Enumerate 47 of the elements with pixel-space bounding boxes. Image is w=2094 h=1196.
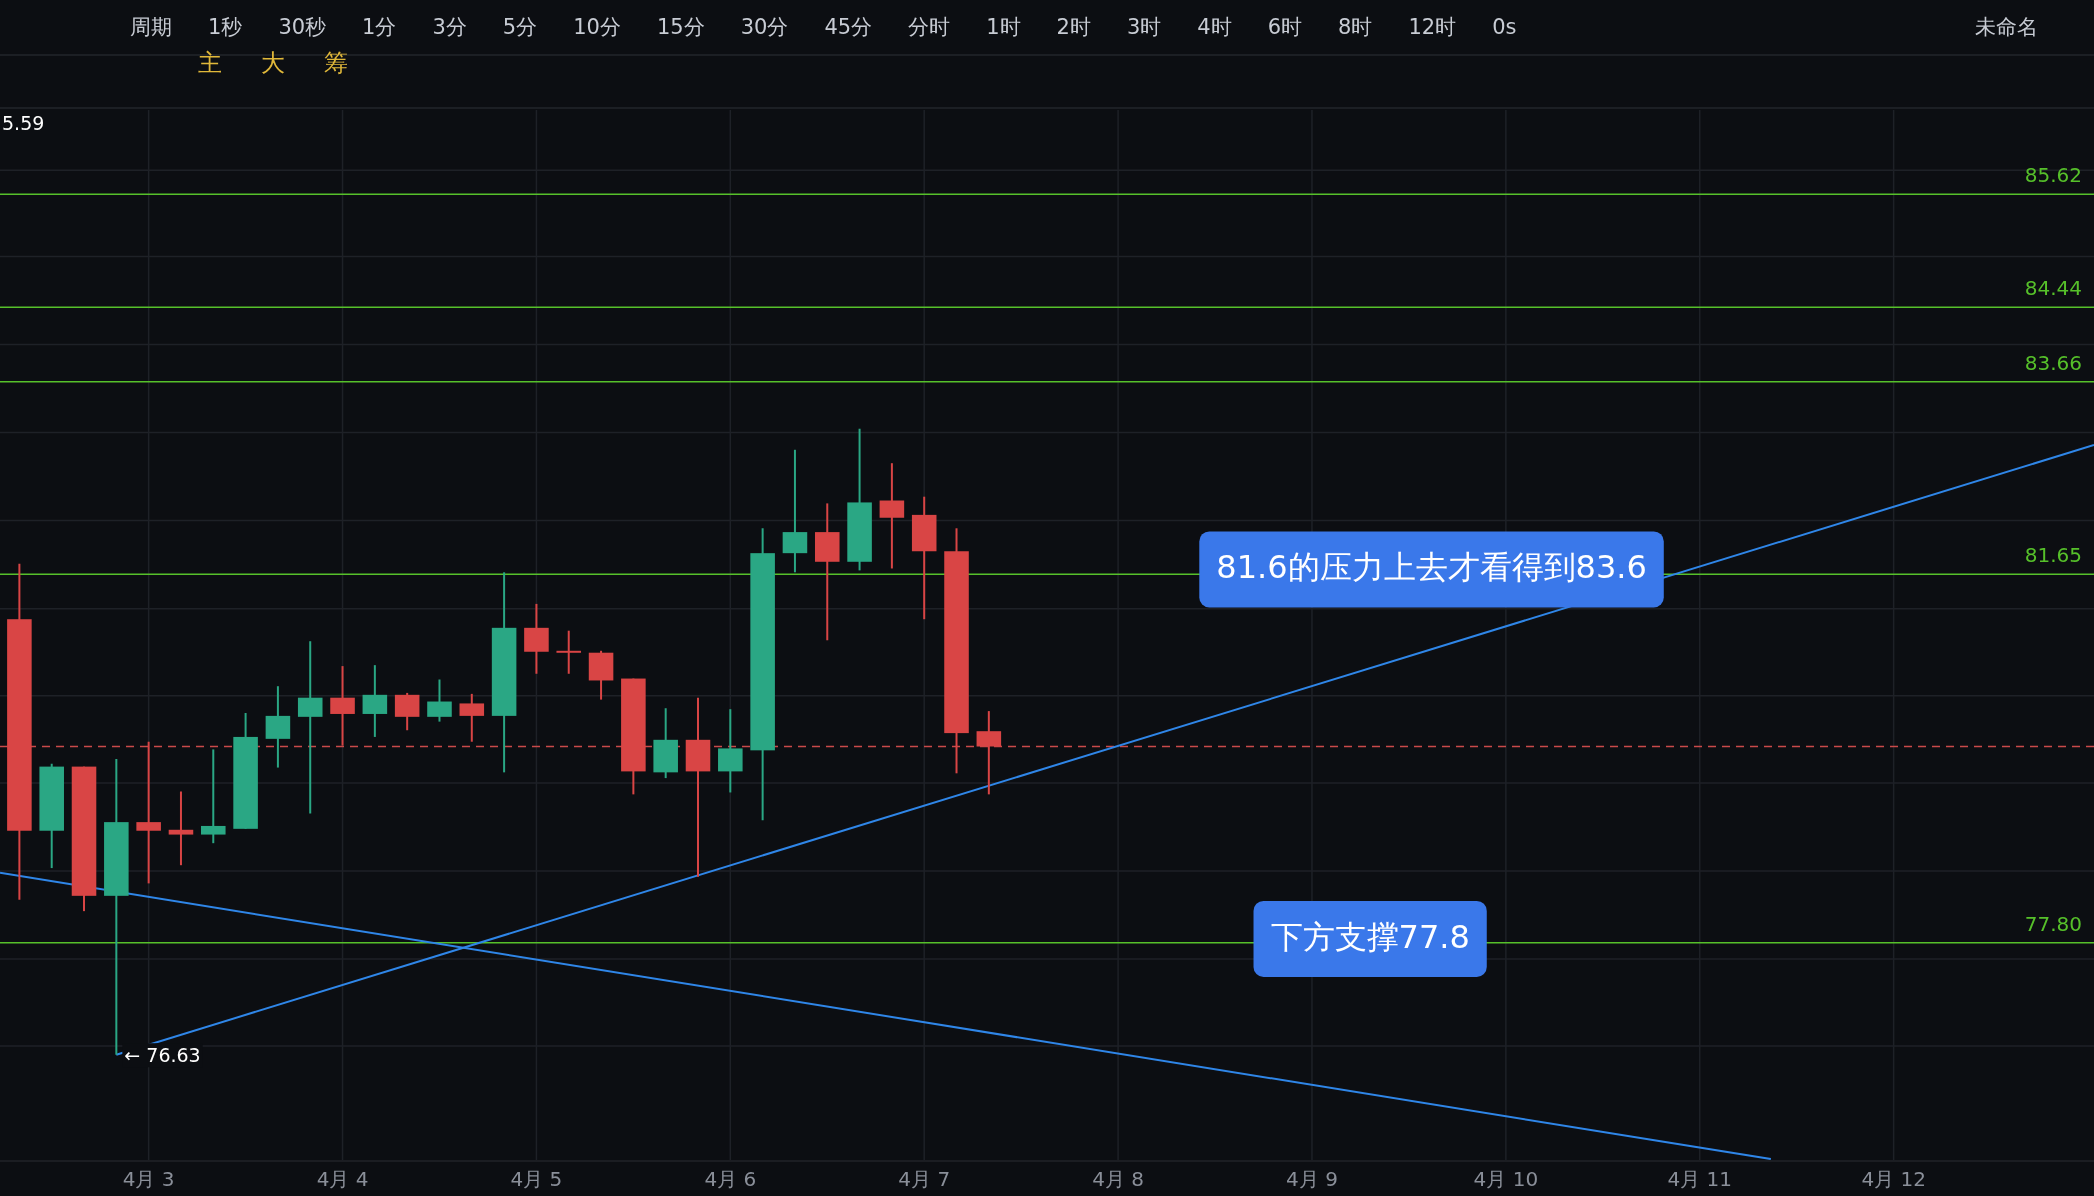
candlestick (168, 790, 194, 867)
ref-line-label: 83.66 (2024, 350, 2082, 375)
text: 30分 (740, 15, 789, 39)
annotation: 81.6的压力上去才看得到83.6 (1216, 548, 1647, 587)
text: 大 (261, 49, 285, 77)
ref-line-label: 85.62 (2024, 163, 2082, 188)
x-tick-label: 4月 3 (122, 1167, 175, 1191)
x-tick-label: 4月 7 (898, 1167, 951, 1191)
text: 1秒 (208, 15, 243, 39)
x-tick-label: 4月 12 (1861, 1167, 1926, 1191)
candlestick (201, 748, 226, 845)
text: 3时 (1126, 15, 1162, 39)
text: 1分 (362, 15, 397, 39)
text: 12时 (1408, 15, 1457, 39)
annotation: ← 76.63 (124, 1044, 201, 1067)
x-tick-label: 4月 5 (510, 1167, 563, 1191)
text: 0s (1492, 15, 1517, 39)
candlestick (556, 629, 582, 675)
text: 3分 (432, 15, 467, 39)
text: 30秒 (278, 15, 327, 39)
x-tick-label: 4月 8 (1092, 1167, 1144, 1191)
annotation: 下方支撑77.8 (1270, 917, 1470, 956)
text: 10分 (573, 15, 621, 39)
x-tick-label: 4月 11 (1667, 1167, 1733, 1191)
text: 15分 (656, 15, 705, 39)
x-tick-label: 4月 4 (316, 1167, 369, 1191)
text: 周期 (130, 15, 172, 39)
text: 6时 (1267, 15, 1303, 39)
text: 45分 (824, 15, 873, 39)
candlestick (136, 740, 161, 885)
x-tick-label: 4月 9 (1286, 1167, 1338, 1191)
text: 筹 (324, 49, 348, 77)
candlestick (297, 640, 323, 815)
ref-line-label: 81.65 (2024, 543, 2082, 568)
x-tick-label: 4月 10 (1473, 1167, 1539, 1191)
annotation: 5.59 (2, 111, 45, 134)
x-tick-label: 4月 6 (704, 1167, 757, 1191)
text: 2时 (1056, 15, 1091, 39)
text: 分时 (908, 15, 951, 39)
ref-line-label: 84.44 (2024, 276, 2082, 301)
text: 未命名 (1975, 15, 2038, 39)
ref-line-label: 77.80 (2024, 911, 2082, 936)
text: 8时 (1338, 15, 1373, 39)
text: 5分 (502, 15, 538, 39)
text: 4时 (1197, 15, 1232, 39)
text: 主 (198, 49, 222, 77)
text: 1时 (986, 15, 1021, 39)
